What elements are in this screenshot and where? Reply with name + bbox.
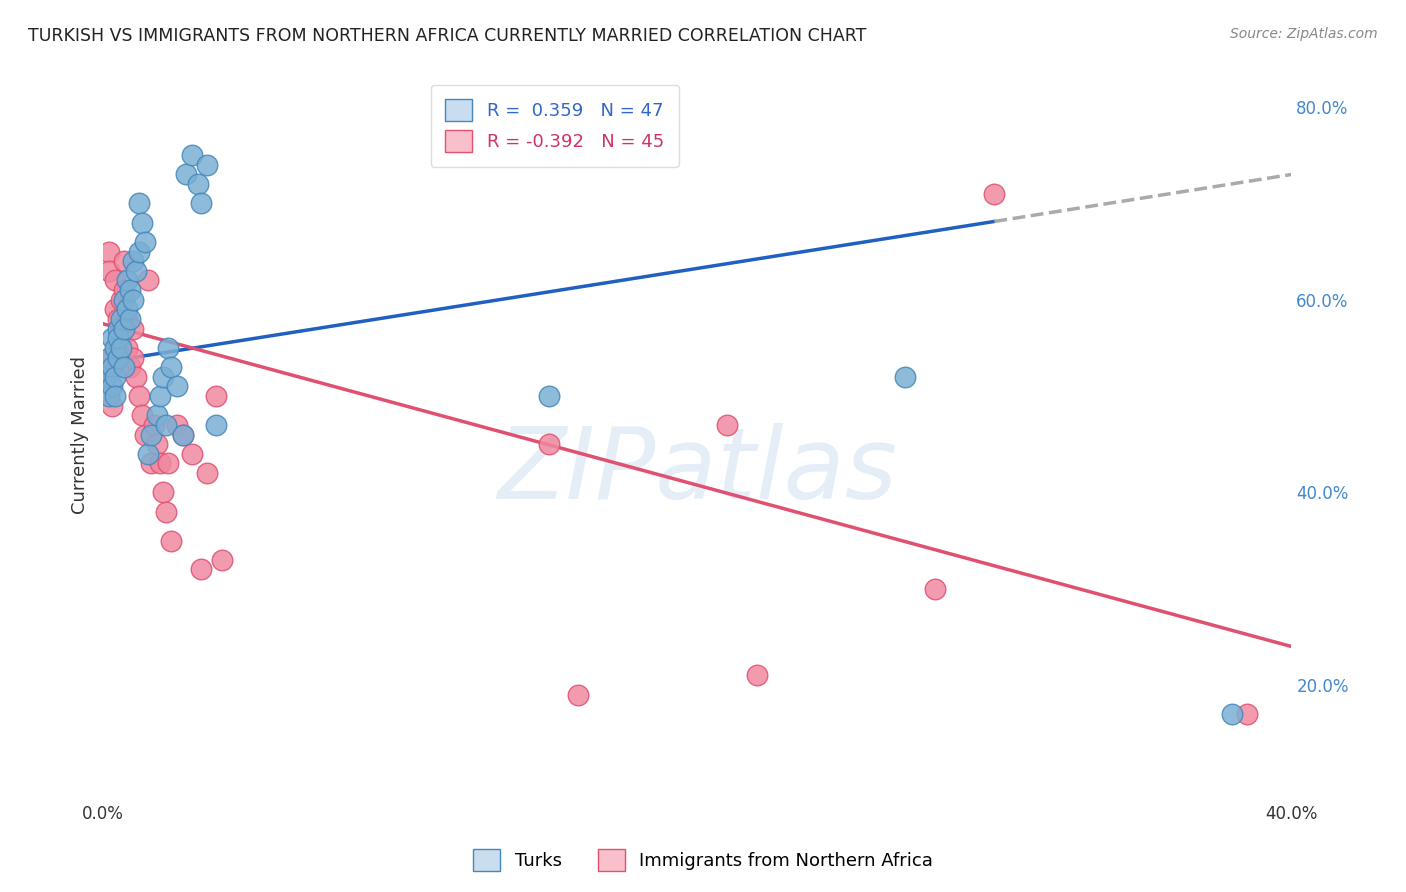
Point xyxy=(121,351,143,365)
Point xyxy=(745,668,768,682)
Point xyxy=(134,427,156,442)
Point xyxy=(104,273,127,287)
Text: ZIPatlas: ZIPatlas xyxy=(498,423,897,520)
Point xyxy=(115,302,138,317)
Point xyxy=(195,158,218,172)
Point xyxy=(190,562,212,576)
Text: Source: ZipAtlas.com: Source: ZipAtlas.com xyxy=(1230,27,1378,41)
Point xyxy=(110,341,132,355)
Point xyxy=(155,417,177,432)
Point xyxy=(894,369,917,384)
Point xyxy=(107,351,129,365)
Legend: Turks, Immigrants from Northern Africa: Turks, Immigrants from Northern Africa xyxy=(465,842,941,879)
Point xyxy=(112,360,135,375)
Point xyxy=(101,379,124,393)
Legend: R =  0.359   N = 47, R = -0.392   N = 45: R = 0.359 N = 47, R = -0.392 N = 45 xyxy=(430,85,679,167)
Point xyxy=(118,360,141,375)
Point xyxy=(128,389,150,403)
Point xyxy=(101,351,124,365)
Point xyxy=(139,427,162,442)
Point xyxy=(107,331,129,345)
Point xyxy=(110,293,132,307)
Point xyxy=(195,466,218,480)
Point xyxy=(125,369,148,384)
Point xyxy=(172,427,194,442)
Point xyxy=(136,273,159,287)
Point xyxy=(94,369,117,384)
Point xyxy=(131,216,153,230)
Text: TURKISH VS IMMIGRANTS FROM NORTHERN AFRICA CURRENTLY MARRIED CORRELATION CHART: TURKISH VS IMMIGRANTS FROM NORTHERN AFRI… xyxy=(28,27,866,45)
Point xyxy=(131,409,153,423)
Point xyxy=(924,582,946,596)
Point xyxy=(101,331,124,345)
Point xyxy=(118,312,141,326)
Point xyxy=(110,312,132,326)
Point xyxy=(104,369,127,384)
Point xyxy=(104,389,127,403)
Point xyxy=(211,553,233,567)
Point xyxy=(128,244,150,259)
Point xyxy=(1220,706,1243,721)
Point xyxy=(148,389,170,403)
Point xyxy=(98,264,121,278)
Point xyxy=(107,341,129,355)
Point xyxy=(1236,706,1258,721)
Point xyxy=(118,283,141,297)
Point xyxy=(98,244,121,259)
Point xyxy=(139,457,162,471)
Point xyxy=(537,437,560,451)
Point xyxy=(107,321,129,335)
Point xyxy=(101,399,124,413)
Point xyxy=(157,341,180,355)
Point xyxy=(145,437,167,451)
Point xyxy=(176,168,198,182)
Point xyxy=(205,389,228,403)
Point xyxy=(716,417,738,432)
Point xyxy=(128,196,150,211)
Point xyxy=(115,341,138,355)
Point xyxy=(112,321,135,335)
Point xyxy=(172,427,194,442)
Point xyxy=(98,389,121,403)
Point xyxy=(190,196,212,211)
Point xyxy=(145,409,167,423)
Point xyxy=(983,186,1005,201)
Point xyxy=(537,389,560,403)
Point xyxy=(112,283,135,297)
Point xyxy=(152,485,174,500)
Point xyxy=(181,447,204,461)
Point xyxy=(148,457,170,471)
Point xyxy=(166,417,188,432)
Point xyxy=(166,379,188,393)
Point xyxy=(115,273,138,287)
Point xyxy=(107,312,129,326)
Point xyxy=(94,369,117,384)
Point xyxy=(115,312,138,326)
Point xyxy=(181,148,204,162)
Point xyxy=(567,688,589,702)
Point xyxy=(98,351,121,365)
Point xyxy=(121,254,143,268)
Point xyxy=(187,177,209,191)
Point xyxy=(121,321,143,335)
Point xyxy=(112,254,135,268)
Point xyxy=(157,457,180,471)
Point xyxy=(155,505,177,519)
Point xyxy=(205,417,228,432)
Point xyxy=(136,447,159,461)
Point xyxy=(160,360,183,375)
Point xyxy=(112,293,135,307)
Point xyxy=(104,302,127,317)
Point xyxy=(125,264,148,278)
Point xyxy=(160,533,183,548)
Point xyxy=(121,293,143,307)
Point xyxy=(101,360,124,375)
Point xyxy=(142,417,165,432)
Point xyxy=(104,341,127,355)
Point xyxy=(110,331,132,345)
Y-axis label: Currently Married: Currently Married xyxy=(72,356,89,514)
Point xyxy=(134,235,156,249)
Point xyxy=(152,369,174,384)
